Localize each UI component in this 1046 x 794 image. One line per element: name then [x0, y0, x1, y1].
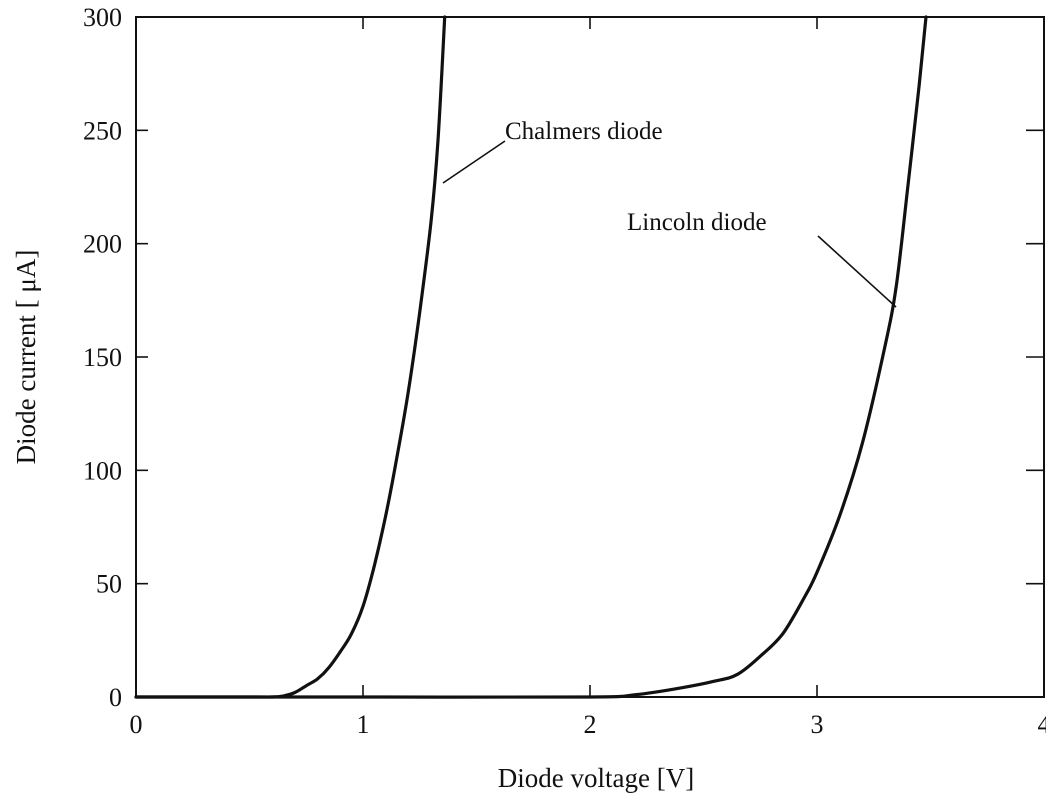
lincoln-annotation: Lincoln diode: [627, 209, 767, 236]
y-axis-title: Diode current [ μA]: [11, 250, 41, 465]
y-tick-label: 250: [83, 116, 122, 145]
x-tick-label: 3: [811, 710, 824, 739]
y-tick-label: 0: [109, 683, 122, 712]
y-tick-label: 100: [83, 456, 122, 485]
curves-layer: [134, 15, 928, 699]
chalmers-annotation: Chalmers diode: [505, 118, 663, 145]
annotation-layer: Chalmers diode Lincoln diode: [442, 118, 897, 308]
x-tick-label: 1: [357, 710, 370, 739]
y-tick-label: 200: [83, 230, 122, 259]
x-axis-title: Diode voltage [V]: [498, 763, 694, 793]
y-tick-label: 300: [83, 3, 122, 32]
x-tick-label: 4: [1038, 710, 1046, 739]
y-tick-label: 50: [96, 570, 122, 599]
lincoln-leader-line: [817, 235, 897, 308]
chalmers-leader-line: [442, 140, 506, 184]
chalmers-diode-curve: [134, 15, 447, 699]
y-tick-label: 150: [83, 343, 122, 372]
x-tick-label: 2: [584, 710, 597, 739]
lincoln-diode-curve: [134, 15, 928, 699]
x-tick-label: 0: [130, 710, 143, 739]
ticks-layer: 0 1 2 3 4 0 50 100 150 200 250 300: [83, 3, 1046, 739]
